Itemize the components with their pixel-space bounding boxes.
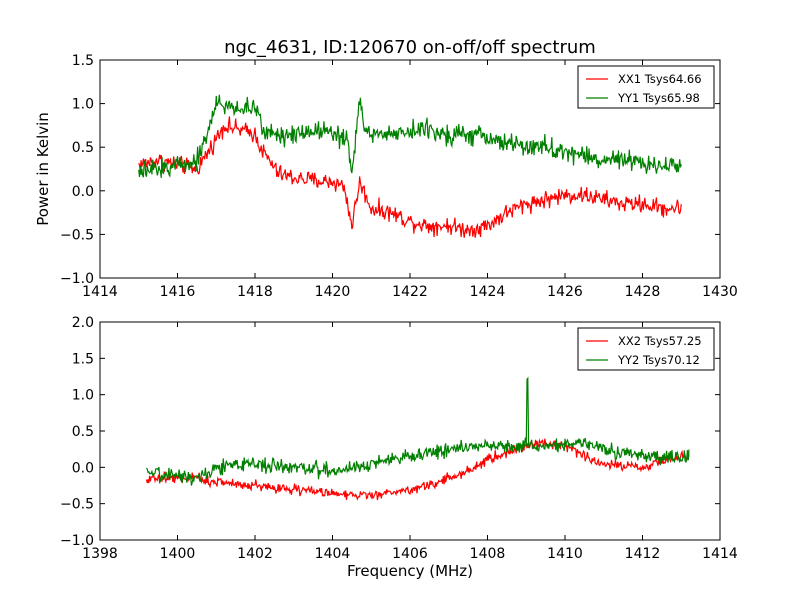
y-tick-label: −1.0 <box>60 271 94 287</box>
y-tick-label: 0.0 <box>72 184 94 200</box>
y-tick-label: 1.5 <box>72 351 94 367</box>
x-tick-label: 1398 <box>82 546 118 562</box>
series-line-xx2 <box>145 438 690 501</box>
y-tick-label: −0.5 <box>60 497 94 513</box>
x-tick-label: 1412 <box>625 546 661 562</box>
legend-entry-label: XX1 Tsys64.66 <box>618 72 702 86</box>
series-line-xx1 <box>138 116 682 238</box>
series-line-yy1 <box>138 94 682 178</box>
y-tick-label: 1.5 <box>72 53 94 69</box>
y-tick-label: 0.5 <box>72 140 94 156</box>
figure-title: ngc_4631, ID:120670 on-off/off spectrum <box>224 37 596 58</box>
bottom-spectrum-panel: 1398 1400 1402 1404 1406 1408 1410 1412 1414 −1.0… <box>60 315 738 580</box>
x-tick-label: 1402 <box>237 546 273 562</box>
x-tick-label: 1430 <box>702 284 738 300</box>
legend: XX1 Tsys64.66 YY1 Tsys65.98 <box>577 65 715 109</box>
x-tick-label: 1426 <box>547 284 583 300</box>
y-tick-label: −1.0 <box>60 533 94 549</box>
top-spectrum-panel: 1414 1416 1418 1420 1422 1424 1426 1428 1430 −1.0… <box>34 53 738 300</box>
x-tick-label: 1418 <box>237 284 273 300</box>
y-tick-label: −0.5 <box>60 227 94 243</box>
legend-box <box>577 65 715 109</box>
x-tick-label: 1416 <box>160 284 196 300</box>
legend-entry-label: YY2 Tsys70.12 <box>617 353 700 367</box>
x-axis-label: Frequency (MHz) <box>347 562 473 580</box>
series-line-yy2 <box>145 376 690 486</box>
x-tick-label: 1410 <box>547 546 583 562</box>
legend-box <box>577 327 715 371</box>
x-tick-label: 1406 <box>392 546 428 562</box>
x-tick-label: 1424 <box>470 284 506 300</box>
legend: XX2 Tsys57.25 YY2 Tsys70.12 <box>577 327 715 371</box>
y-tick-label: 0.5 <box>72 424 94 440</box>
x-tick-label: 1400 <box>160 546 196 562</box>
x-tick-label: 1422 <box>392 284 428 300</box>
legend-entry-label: XX2 Tsys57.25 <box>618 334 702 348</box>
y-axis-label: Power in Kelvin <box>34 112 52 226</box>
y-tick-label: 2.0 <box>72 315 94 331</box>
x-tick-label: 1420 <box>315 284 351 300</box>
x-tick-label: 1428 <box>625 284 661 300</box>
x-tick-label: 1414 <box>702 546 738 562</box>
y-tick-label: 1.0 <box>72 97 94 113</box>
y-tick-label: 1.0 <box>72 388 94 404</box>
x-tick-label: 1408 <box>470 546 506 562</box>
y-tick-label: 0.0 <box>72 460 94 476</box>
legend-entry-label: YY1 Tsys65.98 <box>617 91 700 105</box>
x-tick-label: 1404 <box>315 546 351 562</box>
x-tick-label: 1414 <box>82 284 118 300</box>
